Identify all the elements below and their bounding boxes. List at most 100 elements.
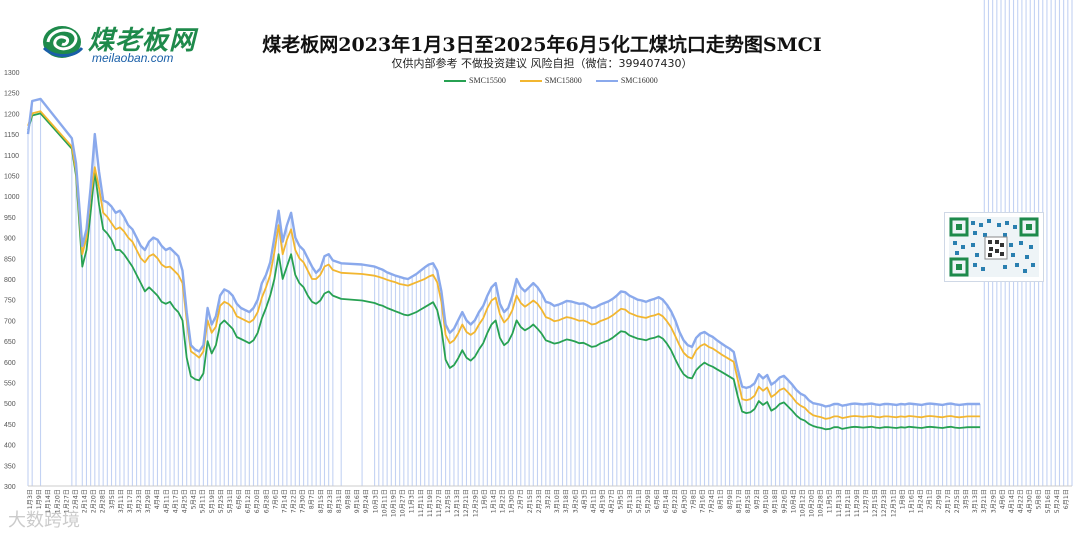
x-tick-label: 2月1日: [927, 489, 934, 509]
legend-label-smc15800: SMC15800: [544, 76, 582, 85]
x-tick-label: 6月1日: [1063, 489, 1070, 509]
y-tick-label: 350: [4, 463, 16, 470]
x-tick-label: 8月1日: [718, 489, 725, 509]
x-tick-label: 5月11日: [200, 489, 207, 513]
x-tick-label: 3月29日: [990, 489, 997, 513]
series-line-smc16000: [26, 97, 981, 408]
qr-code-icon: [949, 217, 1039, 277]
x-tick-label: 1月8日: [899, 489, 906, 509]
x-tick-label: 1月9日: [36, 489, 43, 509]
x-tick-label: 6月30日: [681, 489, 688, 513]
x-tick-label: 1月14日: [491, 489, 498, 513]
x-tick-label: 3月26日: [572, 489, 579, 513]
legend-swatch-smc15800: [519, 79, 542, 82]
x-tick-label: 5月5日: [618, 489, 625, 509]
x-tick-label: 2月20日: [91, 489, 98, 513]
y-tick-label: 800: [4, 277, 16, 284]
x-tick-label: 10月19日: [391, 489, 398, 517]
x-tick-label: 12月7日: [863, 489, 870, 513]
x-tick-label: 1月27日: [63, 489, 70, 513]
x-tick-label: 3月11日: [118, 489, 125, 513]
x-tick-label: 9月2日: [754, 489, 761, 509]
legend-label-smc16000: SMC16000: [620, 76, 658, 85]
x-tick-label: 8月7日: [309, 489, 316, 509]
x-tick-label: 5月8日: [1036, 489, 1043, 509]
x-tick-label: 9月18日: [772, 489, 779, 513]
y-tick-label: 450: [4, 422, 16, 429]
x-tick-label: 8月25日: [745, 489, 752, 513]
x-tick-label: 11月3日: [409, 489, 416, 513]
x-tick-label: 10月27日: [400, 489, 407, 517]
x-tick-label: 4月11日: [590, 489, 597, 513]
x-tick-label: 8月17日: [736, 489, 743, 513]
x-tick-label: 9月8日: [345, 489, 352, 509]
y-tick-label: 300: [4, 484, 16, 491]
x-tick-label: 6月14日: [663, 489, 670, 513]
x-tick-label: 11月27日: [436, 489, 443, 517]
x-tick-label: 7月14日: [282, 489, 289, 513]
x-tick-label: 11月19日: [427, 489, 434, 517]
y-tick-label: 950: [4, 215, 16, 222]
x-tick-label: 5月4日: [191, 489, 198, 509]
x-tick-label: 3月2日: [545, 489, 552, 509]
x-tick-label: 3月18日: [563, 489, 570, 513]
x-tick-label: 4月4日: [154, 489, 161, 509]
series-line-smc15800: [27, 110, 981, 420]
x-tick-label: 4月17日: [172, 489, 179, 513]
x-tick-label: 12月23日: [881, 489, 888, 517]
x-tick-label: 9月16日: [354, 489, 361, 513]
y-tick-label: 1150: [4, 132, 19, 139]
x-tick-label: 12月21日: [463, 489, 470, 517]
legend-item-smc15500: SMC15500: [444, 76, 506, 85]
x-tick-label: 5月16日: [1045, 489, 1052, 513]
x-tick-label: 6月28日: [263, 489, 270, 513]
x-tick-label: 7月6日: [272, 489, 279, 509]
x-tick-label: 4月30日: [1027, 489, 1034, 513]
x-tick-label: 9月10日: [763, 489, 770, 513]
x-tick-label: 2月9日: [936, 489, 943, 509]
chart-lines: [26, 97, 981, 431]
y-tick-label: 1050: [4, 174, 20, 181]
x-tick-label: 2月4日: [72, 489, 79, 509]
y-tick-label: 1200: [4, 111, 20, 118]
y-tick-label: 850: [4, 256, 16, 263]
legend-swatch-smc15500: [444, 79, 466, 82]
x-tick-label: 4月25日: [182, 489, 189, 513]
x-tick-label: 1月6日: [481, 489, 488, 509]
x-tick-label: 7月22日: [291, 489, 298, 513]
x-tick-label: 11月11日: [418, 489, 425, 517]
chart-subtitle: 仅供内部参考 不做投资建议 风险自担（微信：399407430）: [391, 57, 693, 70]
x-tick-label: 9月24日: [363, 489, 370, 513]
x-tick-label: 5月21日: [636, 489, 643, 513]
x-tick-label: 8月15日: [318, 489, 325, 513]
chart-legend: SMC15500 SMC15800 SMC16000: [444, 76, 658, 85]
x-tick-label: 9月26日: [781, 489, 788, 513]
x-tick-label: 1月22日: [500, 489, 507, 513]
legend-label-smc15500: SMC15500: [469, 76, 506, 85]
y-tick-label: 1300: [4, 70, 20, 77]
x-tick-label: 2月15日: [527, 489, 534, 513]
x-tick-label: 4月3日: [581, 489, 588, 509]
x-tick-label: 5月31日: [227, 489, 234, 513]
x-tick-label: 11月5日: [827, 489, 834, 513]
x-tick-label: 1月3日: [27, 489, 34, 509]
x-tick-label: 5月25日: [218, 489, 225, 513]
y-tick-label: 700: [4, 318, 16, 325]
x-tick-label: 12月15日: [872, 489, 879, 517]
y-axis: 300 350 400 450 500 550 600 650 700 750 800 850 900 9…: [4, 70, 20, 491]
x-tick-label: 3月23日: [136, 489, 143, 513]
logo-brand-text: 煤老板网: [88, 26, 197, 56]
watermark-text: 大数跨境: [8, 510, 80, 531]
x-tick-label: 2月7日: [518, 489, 525, 509]
x-tick-label: 10月20日: [809, 489, 816, 517]
x-tick-label: 5月29日: [645, 489, 652, 513]
x-tick-label: 8月9日: [727, 489, 734, 509]
brand-logo: 煤老板网 meilaoban.com: [40, 18, 230, 66]
x-tick-label: 11月29日: [854, 489, 861, 517]
x-tick-label: 4月11日: [163, 489, 170, 513]
x-tick-label: 11月21日: [845, 489, 852, 517]
y-tick-label: 900: [4, 236, 16, 243]
x-tick-label: 4月19日: [600, 489, 607, 513]
x-tick-label: 6月20日: [254, 489, 261, 513]
series-line-smc15500: [27, 112, 981, 431]
